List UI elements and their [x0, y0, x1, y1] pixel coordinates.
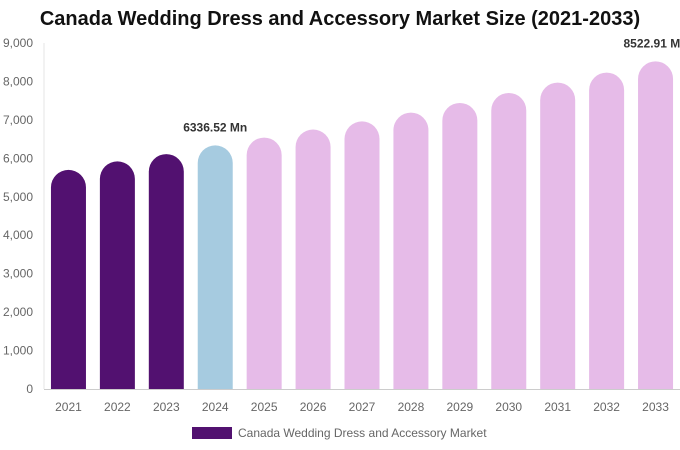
data-label: 6336.52 Mn — [183, 120, 247, 134]
bar[interactable] — [99, 161, 135, 389]
x-tick-label: 2033 — [642, 400, 669, 414]
y-tick-label: 6,000 — [3, 151, 33, 165]
chart-title: Canada Wedding Dress and Accessory Marke… — [39, 8, 641, 30]
legend-swatch — [192, 427, 232, 439]
bar[interactable] — [540, 82, 576, 389]
bar[interactable] — [197, 145, 233, 389]
y-tick-label: 2,000 — [3, 305, 33, 319]
y-tick-label: 4,000 — [3, 228, 33, 242]
y-axis: 0 1,000 2,000 3,000 4,000 5,000 6,000 7,000 8,00… — [3, 36, 45, 396]
x-tick-label: 2028 — [398, 400, 425, 414]
x-tick-label: 2023 — [153, 400, 180, 414]
bar[interactable] — [295, 129, 331, 390]
y-tick-label: 9,000 — [3, 36, 33, 50]
y-tick-label: 7,000 — [3, 113, 33, 127]
y-tick-label: 8,000 — [3, 74, 33, 88]
bar[interactable] — [246, 137, 282, 389]
legend[interactable]: Canada Wedding Dress and Accessory Marke… — [192, 424, 487, 442]
bar[interactable] — [50, 169, 86, 389]
x-tick-label: 2032 — [593, 400, 620, 414]
x-tick-label: 2030 — [495, 400, 522, 414]
x-tick-label: 2025 — [251, 400, 278, 414]
bar[interactable] — [589, 72, 625, 389]
x-tick-label: 2024 — [202, 400, 229, 414]
bar[interactable] — [344, 121, 380, 389]
x-axis: 2021 2022 2023 2024 2025 2026 2027 2028 2029 2030… — [44, 389, 680, 414]
data-labels: 6336.52 Mn 8522.91 Mn — [183, 36, 680, 134]
y-tick-label: 0 — [26, 382, 33, 396]
x-tick-label: 2022 — [104, 400, 131, 414]
x-tick-label: 2031 — [544, 400, 571, 414]
bar[interactable] — [491, 92, 527, 389]
y-tick-label: 1,000 — [3, 344, 33, 358]
x-tick-label: 2026 — [300, 400, 327, 414]
y-tick-label: 5,000 — [3, 190, 33, 204]
bar[interactable] — [442, 102, 478, 390]
x-tick-label: 2029 — [446, 400, 473, 414]
bar[interactable] — [638, 61, 674, 390]
bar[interactable] — [148, 154, 184, 389]
legend-label: Canada Wedding Dress and Accessory Marke… — [238, 426, 487, 440]
bars — [50, 61, 674, 390]
x-tick-label: 2027 — [349, 400, 376, 414]
x-tick-label: 2021 — [55, 400, 82, 414]
data-label: 8522.91 Mn — [624, 36, 680, 50]
bar[interactable] — [393, 112, 429, 389]
y-tick-label: 3,000 — [3, 267, 33, 281]
